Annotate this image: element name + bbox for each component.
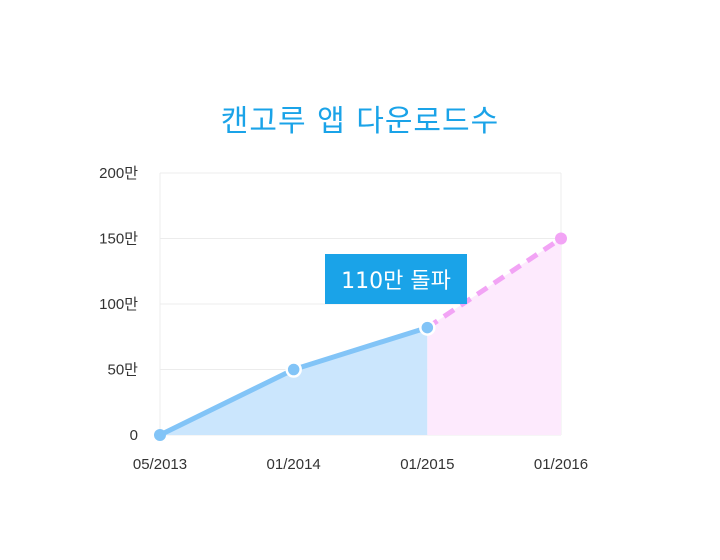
- milestone-badge: 110만 돌파: [325, 254, 467, 304]
- data-point-projected: [555, 232, 567, 245]
- x-tick-labels: 05/2013 01/2014 01/2015 01/2016: [133, 456, 588, 473]
- data-point: [154, 429, 166, 441]
- chart-title: 캔고루 앱 다운로드수: [220, 104, 500, 139]
- data-point: [419, 319, 436, 336]
- x-tick-label: 01/2016: [534, 456, 588, 473]
- y-tick-label: 200만: [99, 165, 138, 182]
- area-fills: [160, 238, 561, 435]
- y-tick-label: 50만: [108, 362, 139, 379]
- x-tick-label: 01/2015: [400, 456, 454, 473]
- y-tick-labels: 0 50만 100만 150만 200만: [99, 165, 138, 444]
- series-area-1: [427, 238, 561, 435]
- y-tick-label: 100만: [99, 296, 138, 313]
- data-point: [285, 361, 302, 378]
- x-tick-label: 05/2013: [133, 456, 187, 473]
- y-tick-label: 150만: [99, 231, 138, 248]
- data-points: [154, 232, 567, 441]
- series-area-0: [160, 327, 428, 435]
- series-line-1: [425, 236, 563, 330]
- x-tick-label: 01/2014: [267, 456, 321, 473]
- y-tick-label: 0: [130, 427, 138, 444]
